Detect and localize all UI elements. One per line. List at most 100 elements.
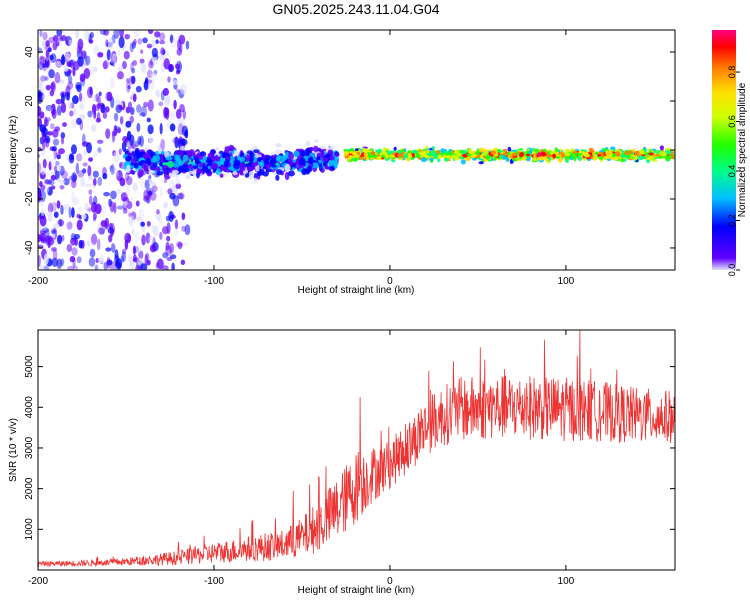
heatmap-cell	[95, 117, 102, 123]
heatmap-cell	[42, 139, 46, 151]
heatmap-cell	[71, 191, 75, 201]
heatmap-cell	[39, 215, 47, 227]
heatmap-cell	[52, 249, 58, 261]
heatmap-cell	[146, 221, 151, 227]
heatmap-cell	[39, 91, 45, 101]
heatmap-cell	[139, 159, 147, 164]
heatmap-cell	[655, 154, 661, 157]
heatmap-cell	[158, 217, 162, 226]
heatmap-cell	[90, 123, 97, 132]
heatmap-cell	[468, 148, 472, 154]
heatmap-cell	[173, 99, 177, 110]
colorbar: 0.0 0.2 0.4 0.6 0.8 Normalized spectral ampl…	[712, 30, 748, 276]
heatmap-cell	[86, 86, 93, 99]
heatmap-cell	[134, 245, 142, 253]
heatmap-cell	[124, 232, 132, 243]
heatmap-cell	[87, 110, 93, 118]
heatmap-cell	[146, 117, 151, 123]
heatmap-cell	[58, 148, 65, 155]
heatmap-cell	[533, 154, 537, 159]
heatmap-cell	[45, 248, 52, 256]
heatmap-cell	[181, 138, 188, 146]
spectrogram-x-tick-label: 0	[387, 276, 393, 287]
heatmap-cell	[172, 37, 177, 48]
heatmap-cell	[634, 151, 639, 155]
heatmap-cell	[89, 31, 94, 39]
heatmap-cell	[133, 38, 137, 46]
heatmap-cell	[109, 60, 114, 66]
heatmap-cell	[293, 150, 300, 157]
heatmap-cell	[86, 239, 91, 247]
heatmap-cell	[171, 262, 175, 270]
heatmap-cell	[161, 265, 169, 270]
heatmap-cell	[117, 49, 121, 56]
heatmap-cell	[121, 248, 127, 255]
heatmap-cell	[118, 148, 122, 155]
heatmap-cell	[534, 148, 540, 153]
heatmap-cell	[163, 169, 168, 176]
heatmap-cell	[45, 84, 51, 91]
heatmap-cell	[318, 164, 323, 172]
spectrogram-y-axis-label: Frequency (Hz)	[8, 116, 19, 185]
heatmap-cell	[112, 112, 117, 119]
figure-title: GN05.2025.243.11.04.G04	[272, 1, 439, 17]
snr-y-tick-label: 5000	[24, 355, 35, 378]
heatmap-cell	[300, 150, 306, 157]
heatmap-cell	[443, 157, 450, 162]
heatmap-cell	[175, 183, 182, 190]
heatmap-cell	[77, 38, 84, 51]
heatmap-cell	[97, 147, 102, 153]
heatmap-cell	[130, 196, 135, 201]
snr-y-tick-label: 2000	[24, 477, 35, 500]
heatmap-cell	[168, 63, 173, 71]
heatmap-cell	[81, 95, 86, 103]
heatmap-cell	[141, 234, 146, 246]
heatmap-cell	[144, 179, 150, 190]
heatmap-cell	[384, 158, 389, 161]
heatmap-cell	[67, 265, 75, 270]
heatmap-cell	[94, 104, 100, 112]
heatmap-cell	[184, 224, 191, 236]
heatmap-cell	[150, 73, 158, 78]
heatmap-cell	[319, 145, 327, 150]
heatmap-cell	[91, 111, 95, 123]
heatmap-cell	[493, 156, 497, 162]
heatmap-cell	[263, 160, 270, 166]
spectrogram-x-tick-label: 100	[558, 276, 575, 287]
heatmap-cell	[45, 49, 50, 58]
heatmap-cell	[118, 36, 125, 49]
heatmap-cell	[52, 138, 59, 146]
heatmap-cell	[94, 203, 102, 215]
heatmap-cell	[39, 124, 47, 133]
heatmap-cell	[138, 250, 144, 260]
heatmap-cell	[136, 122, 141, 133]
heatmap-cell	[245, 154, 250, 163]
heatmap-cell	[661, 151, 667, 157]
heatmap-cell	[38, 142, 41, 148]
heatmap-cell	[78, 92, 83, 102]
heatmap-cell	[44, 56, 51, 69]
heatmap-cell	[48, 179, 55, 186]
heatmap-cell	[658, 151, 663, 156]
heatmap-cell	[522, 155, 526, 161]
heatmap-cell	[140, 62, 147, 73]
heatmap-cell	[554, 147, 559, 153]
heatmap-cell	[123, 50, 130, 60]
heatmap-cell	[173, 228, 179, 236]
heatmap-cell	[43, 253, 49, 265]
heatmap-cell	[42, 158, 47, 169]
heatmap-cell	[101, 203, 106, 216]
heatmap-cell	[44, 116, 48, 128]
heatmap-cell	[603, 148, 607, 152]
spectrogram-y-tick-label: 20	[24, 95, 35, 107]
heatmap-cell	[103, 30, 110, 36]
heatmap-cell	[592, 156, 597, 161]
heatmap-cell	[178, 192, 185, 200]
heatmap-cell	[182, 154, 189, 162]
heatmap-cell	[332, 160, 339, 169]
heatmap-cell	[171, 169, 179, 175]
heatmap-cell	[153, 225, 159, 237]
heatmap-cell	[40, 226, 47, 232]
